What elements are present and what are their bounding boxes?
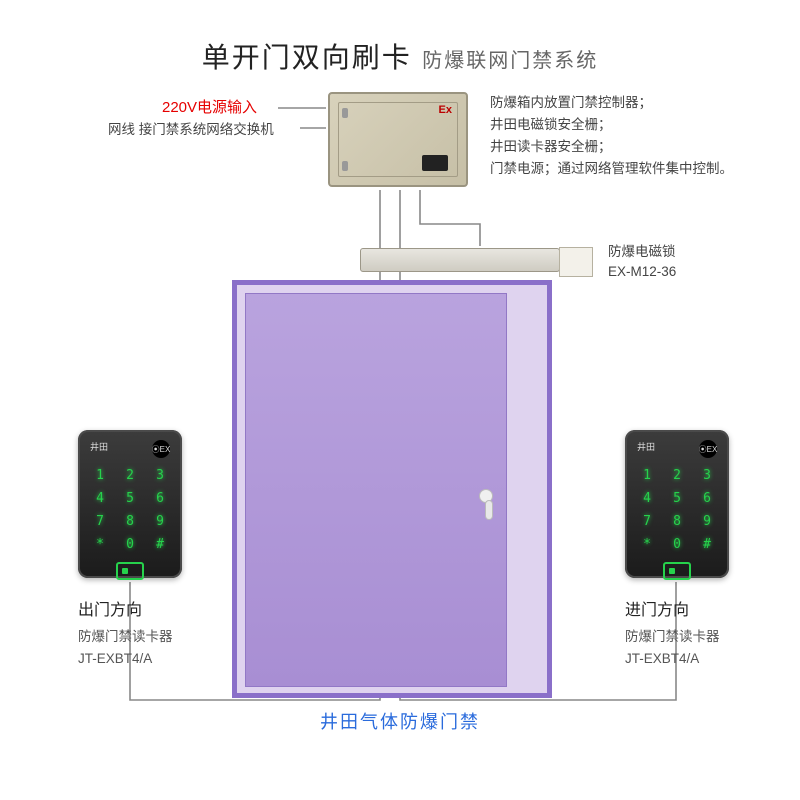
- keypad-key: 3: [156, 468, 164, 483]
- keypad-key: *: [96, 537, 104, 552]
- keypad-key: #: [156, 537, 164, 552]
- keypad-key: 9: [156, 514, 164, 529]
- box-desc-line: 井田读卡器安全栅；: [490, 136, 733, 158]
- electromagnetic-lock-label: 防爆电磁锁 EX-M12-36: [608, 242, 676, 282]
- explosion-proof-control-box: Ex: [328, 92, 468, 187]
- keypad-key: 5: [673, 491, 681, 506]
- card-reader-exit-label: 出门方向 防爆门禁读卡器 JT-EXBT4/A: [78, 600, 173, 670]
- keypad-key: 0: [673, 537, 681, 552]
- box-desc-line: 井田电磁锁安全栅；: [490, 114, 733, 136]
- keypad-key: 1: [96, 468, 104, 483]
- box-desc-line: 防爆箱内放置门禁控制器；: [490, 92, 733, 114]
- door-handle-icon: [480, 490, 492, 502]
- keypad-key: 9: [703, 514, 711, 529]
- control-box-description: 防爆箱内放置门禁控制器； 井田电磁锁安全栅； 井田读卡器安全栅； 门禁电源；通过…: [490, 92, 733, 180]
- keypad-key: 6: [703, 491, 711, 506]
- card-reader-entry: 井田 ⦿EX 1 2 3 4 5 6 7 8 9 * 0 #: [625, 430, 729, 578]
- door-panel: [245, 293, 507, 687]
- keypad-key: 4: [96, 491, 104, 506]
- keypad-key: 2: [673, 468, 681, 483]
- keypad-ex-icon: ⦿EX: [699, 440, 717, 458]
- keypad-key: #: [703, 537, 711, 552]
- bottom-caption: 井田气体防爆门禁: [0, 708, 800, 734]
- keypad-key: 6: [156, 491, 164, 506]
- electromagnetic-lock: [360, 248, 560, 272]
- keypad-key: 3: [703, 468, 711, 483]
- keypad-key: 0: [126, 537, 134, 552]
- keypad-key: 8: [673, 514, 681, 529]
- card-reader-exit: 井田 ⦿EX 1 2 3 4 5 6 7 8 9 * 0 #: [78, 430, 182, 578]
- keypad-key: *: [643, 537, 651, 552]
- box-desc-line: 门禁电源；通过网络管理软件集中控制。: [490, 158, 733, 180]
- card-reader-entry-label: 进门方向 防爆门禁读卡器 JT-EXBT4/A: [625, 600, 720, 670]
- card-icon: [663, 562, 691, 580]
- network-label: 网线 接门禁系统网络交换机: [108, 118, 274, 138]
- door-frame: [232, 280, 552, 698]
- page-title: 单开门双向刷卡 防爆联网门禁系统: [0, 36, 800, 76]
- card-icon: [116, 562, 144, 580]
- keypad-ex-icon: ⦿EX: [152, 440, 170, 458]
- keypad-grid: 1 2 3 4 5 6 7 8 9 * 0 #: [637, 468, 717, 552]
- title-main: 单开门双向刷卡: [202, 42, 412, 73]
- title-sub: 防爆联网门禁系统: [422, 50, 598, 72]
- keypad-key: 1: [643, 468, 651, 483]
- keypad-key: 4: [643, 491, 651, 506]
- keypad-brand: 井田: [637, 440, 655, 458]
- keypad-grid: 1 2 3 4 5 6 7 8 9 * 0 #: [90, 468, 170, 552]
- keypad-brand: 井田: [90, 440, 108, 458]
- ex-mark: Ex: [439, 104, 452, 116]
- power-input-label: 220V电源输入: [162, 96, 257, 117]
- keypad-key: 8: [126, 514, 134, 529]
- keypad-key: 5: [126, 491, 134, 506]
- keypad-key: 2: [126, 468, 134, 483]
- keypad-key: 7: [96, 514, 104, 529]
- keypad-key: 7: [643, 514, 651, 529]
